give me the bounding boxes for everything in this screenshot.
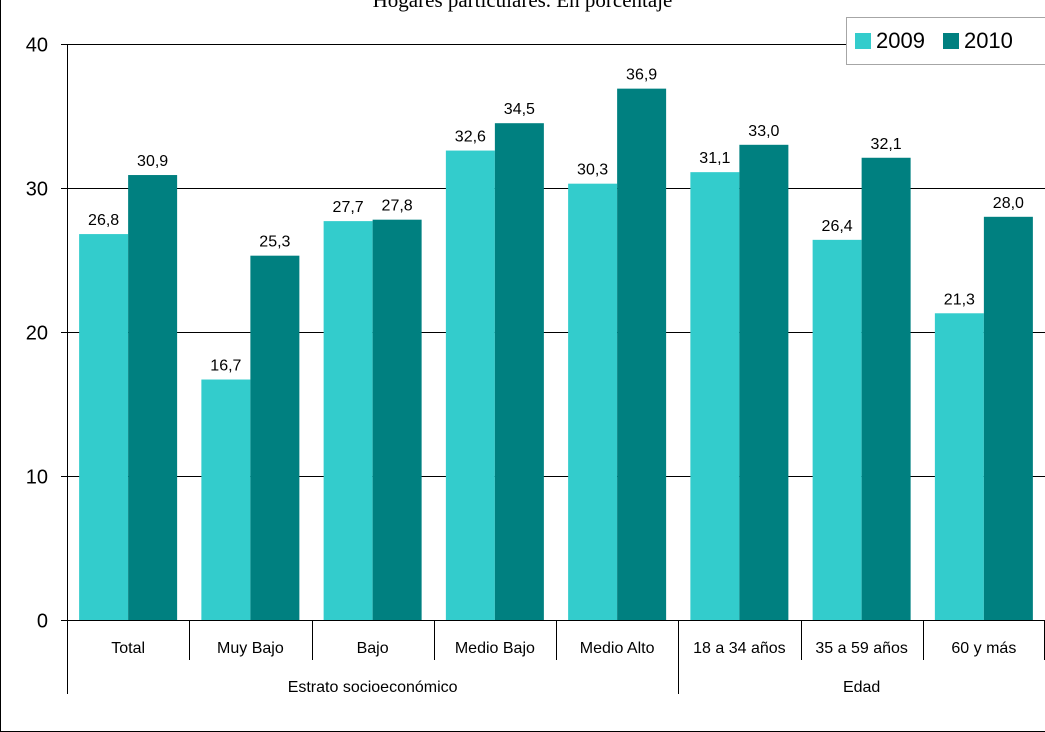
data-label-2009-6: 26,4 [822, 218, 853, 235]
x-category-label-3: Medio Bajo [455, 640, 535, 657]
x-category-label-4: Medio Alto [580, 640, 655, 657]
data-label-2010-6: 32,1 [871, 136, 902, 153]
bar-2010-4 [617, 88, 667, 620]
y-tick-label-30: 30 [26, 179, 48, 201]
bar-2009-2 [323, 221, 373, 620]
group-label-0: Estrato socioeconómico [288, 679, 458, 696]
bar-2010-0 [128, 175, 178, 621]
x-category-label-7: 60 y más [951, 640, 1016, 657]
legend-item-2009: 2009 [855, 28, 925, 54]
bar-2009-4 [568, 183, 618, 620]
legend: 2009 2010 [846, 17, 1045, 65]
y-tick-label-20: 20 [26, 323, 48, 345]
data-label-2010-5: 33,0 [748, 123, 779, 140]
data-label-2009-2: 27,7 [333, 199, 364, 216]
y-tick-label-0: 0 [37, 611, 48, 633]
data-label-2009-4: 30,3 [577, 162, 608, 179]
data-label-2009-7: 21,3 [944, 291, 975, 308]
data-label-2010-1: 25,3 [259, 234, 290, 251]
bar-2009-3 [445, 150, 495, 620]
legend-label-2010: 2010 [963, 28, 1013, 53]
bar-2010-6 [861, 157, 911, 620]
x-category-label-0: Total [111, 640, 145, 657]
bar-2009-0 [79, 234, 129, 620]
bar-2009-7 [934, 313, 984, 620]
x-category-label-6: 35 a 59 años [815, 640, 908, 657]
y-tick-label-10: 10 [26, 467, 48, 489]
bar-2009-5 [690, 172, 740, 620]
chart-title: Hogares particulares. En porcentaje [372, 0, 673, 12]
x-category-label-2: Bajo [357, 640, 389, 657]
data-label-2009-5: 31,1 [699, 150, 730, 167]
legend-label-2009: 2009 [876, 28, 925, 53]
data-label-2009-0: 26,8 [88, 212, 119, 229]
data-label-2009-1: 16,7 [210, 358, 241, 375]
data-label-2010-7: 28,0 [993, 195, 1024, 212]
legend-swatch-2009 [855, 33, 871, 49]
data-label-2009-3: 32,6 [455, 129, 486, 146]
data-label-2010-3: 34,5 [504, 101, 535, 118]
data-label-2010-2: 27,8 [382, 198, 413, 215]
legend-swatch-2010 [942, 33, 959, 49]
bar-2010-1 [250, 255, 300, 620]
bar-2010-7 [983, 216, 1033, 621]
bar-2010-2 [372, 219, 422, 620]
data-label-2010-0: 30,9 [137, 153, 168, 170]
bar-2010-5 [739, 144, 789, 621]
bar-2009-1 [201, 379, 251, 620]
x-category-label-5: 18 a 34 años [693, 640, 786, 657]
legend-item-2010: 2010 [942, 28, 1013, 54]
x-category-label-1: Muy Bajo [217, 640, 284, 657]
group-label-1: Edad [843, 679, 880, 696]
bar-2010-3 [494, 123, 544, 620]
y-tick-label-40: 40 [26, 35, 48, 57]
data-label-2010-4: 36,9 [626, 67, 657, 84]
bar-2009-6 [812, 239, 862, 620]
